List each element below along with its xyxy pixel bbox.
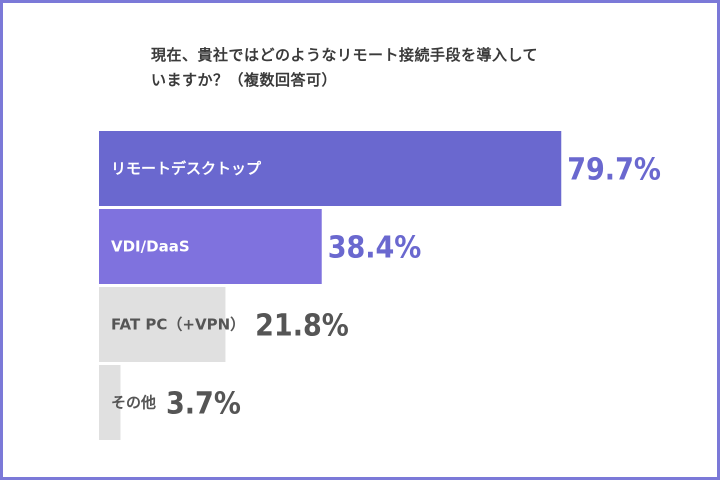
bar-1	[99, 131, 562, 206]
value-label-2: 38.4%	[328, 231, 422, 266]
chart-title-line-2: いますか？（複数回答可）	[151, 71, 338, 89]
category-label-3: FAT PC（+VPN）	[111, 316, 245, 334]
category-label-2: VDI/DaaS	[111, 238, 190, 256]
value-label-3: 21.8%	[255, 309, 349, 344]
value-label-4: 3.7%	[166, 387, 241, 422]
value-label-1: 79.7%	[567, 153, 661, 188]
bar-3	[99, 287, 226, 362]
bar-2	[99, 209, 322, 284]
category-label-1: リモートデスクトップ	[111, 160, 262, 178]
chart-title-line-1: 現在、貴社ではどのようなリモート接続手段を導入して	[151, 46, 539, 64]
bar-4	[99, 365, 121, 440]
category-label-4: その他	[111, 394, 156, 412]
chart-title: 現在、貴社ではどのようなリモート接続手段を導入して いますか？（複数回答可）	[151, 43, 611, 93]
